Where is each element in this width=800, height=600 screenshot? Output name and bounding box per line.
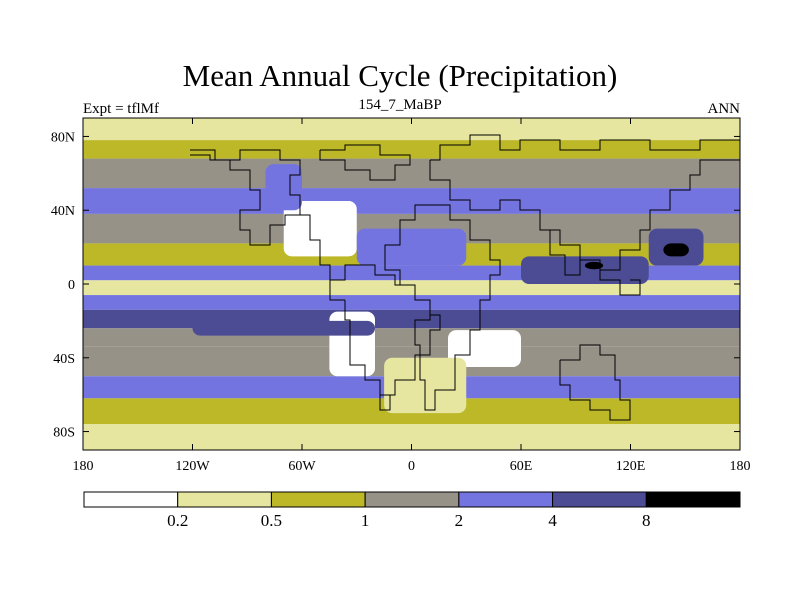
precip-band-1 [83,140,740,159]
coastline-africa [384,204,501,411]
colorbar: 0.2 0.5 1 2 4 8 [83,491,741,530]
coastline-north-america [190,149,301,246]
x-tick-label-0: 180 [73,459,94,474]
precip-region-10 [265,164,302,211]
x-tick-label-6: 180 [730,459,751,474]
precip-band-10 [83,328,740,347]
colorbar-swatch-1 [177,491,272,508]
colorbar-swatch-5 [552,491,647,508]
precip-region-5 [521,256,649,284]
experiment-label: Expt = tflMf [83,101,159,117]
y-tick-label-0: 80N [51,130,75,145]
colorbar-swatch-0 [83,491,179,508]
precip-region-2 [448,330,521,367]
precip-band-8 [83,295,740,310]
x-tick-label-1: 120W [175,459,210,474]
colorbar-label-3: 2 [455,511,464,530]
precip-region-6 [192,320,375,336]
colorbar-swatch-4 [458,491,554,508]
colorbar-label-2: 1 [361,511,370,530]
precip-band-9 [83,309,740,329]
chart-title: Mean Annual Cycle (Precipitation) [182,58,618,93]
x-tick-label-5: 120E [616,459,646,474]
precip-band-3 [83,188,740,214]
colorbar-label-1: 0.5 [261,511,282,530]
colorbar-swatch-3 [364,491,460,508]
precip-band-0 [83,118,740,141]
y-axis: 80N 40N 0 40S 80S [51,130,740,441]
y-tick-label-1: 40N [51,204,75,219]
coastline-asia-south [540,229,641,296]
coastline-eurasia [429,134,740,271]
precip-region-9 [584,261,604,270]
x-tick-label-3: 0 [408,459,415,474]
colorbar-label-4: 4 [548,511,557,530]
run-label: 154_7_MaBP [358,97,442,113]
season-label: ANN [707,101,741,117]
precip-region-8 [663,243,689,257]
coastline-greenland [319,144,411,181]
precip-region-4 [356,228,467,266]
continent-outlines [190,134,740,421]
x-tick-label-4: 60E [510,459,533,474]
precipitation-field [83,118,740,450]
coastline-australia [559,344,631,421]
coastline-central-america [300,214,345,301]
colorbar-label-0: 0.2 [167,511,188,530]
coastline-south-america [330,264,441,411]
colorbar-swatch-2 [270,491,366,508]
x-tick-label-2: 60W [288,459,316,474]
colorbar-label-5: 8 [642,511,651,530]
precip-band-2 [83,158,740,189]
y-tick-label-4: 80S [53,426,75,441]
colorbar-swatch-6 [645,491,741,508]
y-tick-label-3: 40S [53,352,75,367]
x-axis: 180 120W 60W 0 60E 120E 180 [73,118,751,474]
y-tick-label-2: 0 [68,278,75,293]
